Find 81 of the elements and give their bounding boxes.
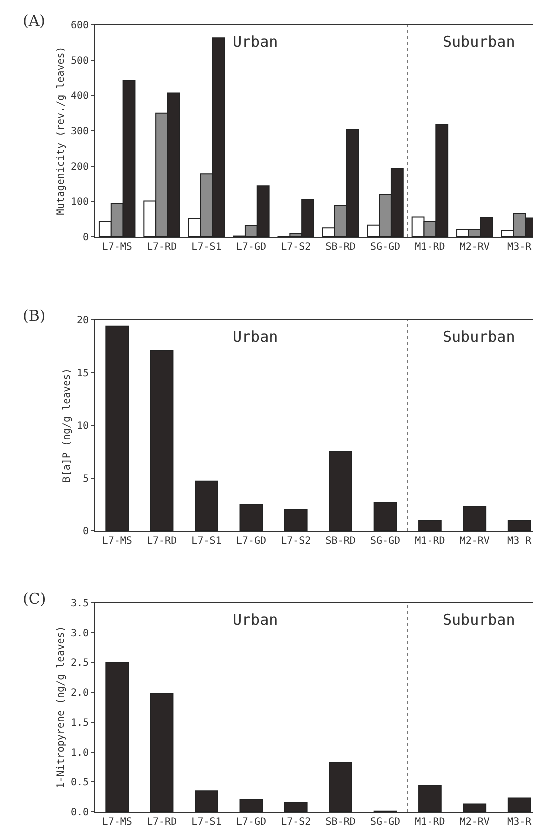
- y-tick-label: 20: [76, 316, 89, 326]
- y-tick-label: 2.5: [70, 658, 89, 670]
- bar: [195, 790, 218, 812]
- x-tick-label: L7-RD: [146, 242, 178, 253]
- y-tick-label: 0: [82, 526, 89, 538]
- y-tick-label: 3.0: [70, 628, 89, 640]
- x-tick-label: M3-R: [508, 817, 533, 828]
- x-tick-label: SG-GD: [370, 817, 401, 828]
- bar: [463, 804, 487, 812]
- annotation: Urban: [233, 611, 278, 629]
- y-tick-label: 0.0: [70, 808, 89, 818]
- x-tick-label: M2-RV: [460, 242, 490, 253]
- bar: [240, 800, 264, 812]
- y-tick-label: 2.0: [70, 688, 89, 700]
- x-tick-label: M1-RD: [415, 817, 446, 828]
- annotation: Suburban: [443, 611, 516, 629]
- y-tick-label: 15: [76, 368, 89, 380]
- bar: [240, 504, 264, 531]
- y-tick-label: 1.5: [70, 718, 89, 729]
- bar: [284, 802, 308, 812]
- x-tick-label: L7-GD: [236, 817, 266, 828]
- x-tick-label: L7-S1: [192, 817, 222, 828]
- annotation: Suburban: [443, 33, 516, 51]
- y-axis-title: Mutagenicity (rev./g leaves): [56, 46, 67, 216]
- x-tick-label: L7-GD: [236, 242, 266, 253]
- y-tick-label: 500: [70, 56, 89, 67]
- annotation: Suburban: [443, 328, 516, 346]
- bar: [106, 326, 130, 531]
- bar: [106, 662, 130, 812]
- x-tick-label: M3 R: [508, 536, 533, 547]
- y-tick-label: 300: [70, 126, 89, 138]
- x-tick-label: SB-RD: [326, 242, 356, 253]
- bar: [284, 509, 308, 531]
- chart-title: (B): [23, 307, 46, 325]
- bar: [508, 520, 532, 531]
- x-tick-label: L7-S2: [281, 817, 312, 828]
- y-tick-label: 3.5: [70, 598, 89, 610]
- x-tick-label: SG-GD: [370, 242, 401, 253]
- x-tick-label: M2-RV: [460, 536, 490, 547]
- x-tick-label: SB-RD: [326, 536, 356, 547]
- x-tick-label: L7-MS: [102, 536, 132, 547]
- bar: [418, 520, 442, 531]
- y-tick-label: 10: [76, 421, 89, 432]
- x-tick-label: L7-MS: [102, 817, 132, 828]
- chart-title: (A): [23, 12, 46, 30]
- x-tick-label: M3-R: [508, 242, 533, 253]
- x-tick-label: SB-RD: [326, 817, 356, 828]
- bar: [508, 798, 532, 812]
- x-tick-label: L7-RD: [146, 536, 178, 547]
- x-tick-label: SG-GD: [370, 536, 401, 547]
- x-tick-label: L7-MS: [102, 242, 132, 253]
- y-tick-label: 400: [70, 91, 89, 102]
- y-tick-label: 5: [82, 474, 89, 485]
- x-tick-label: L7-GD: [236, 536, 266, 547]
- y-tick-label: 200: [70, 162, 89, 173]
- y-tick-label: 0.5: [70, 778, 89, 789]
- x-tick-label: L7-S1: [192, 536, 222, 547]
- x-tick-label: L7-S2: [281, 536, 312, 547]
- bar: [463, 506, 487, 531]
- x-tick-label: M2-RV: [460, 817, 490, 828]
- bar: [329, 762, 352, 812]
- bar: [329, 451, 352, 531]
- x-tick-label: M1-RD: [415, 536, 446, 547]
- x-tick-label: L7-S2: [281, 242, 312, 253]
- bar: [418, 785, 442, 812]
- y-tick-label: 1.0: [70, 748, 89, 759]
- bar: [195, 480, 218, 531]
- y-tick-label: 600: [70, 20, 89, 32]
- y-tick-label: 0: [82, 232, 89, 244]
- x-tick-label: L7-RD: [146, 817, 178, 828]
- bar: [374, 502, 398, 531]
- annotation: Urban: [233, 328, 278, 346]
- annotation: Urban: [233, 33, 278, 51]
- x-tick-label: M1-RD: [415, 242, 446, 253]
- y-axis-title: 1-Nitropyrene (ng/g leaves): [56, 626, 67, 789]
- y-tick-label: 100: [70, 197, 89, 208]
- bar: [150, 350, 174, 531]
- chart-title: (C): [23, 590, 46, 608]
- x-tick-label: L7-S1: [192, 242, 222, 253]
- bar: [150, 693, 174, 812]
- y-axis-title: B[a]P (ng/g leaves): [62, 368, 73, 483]
